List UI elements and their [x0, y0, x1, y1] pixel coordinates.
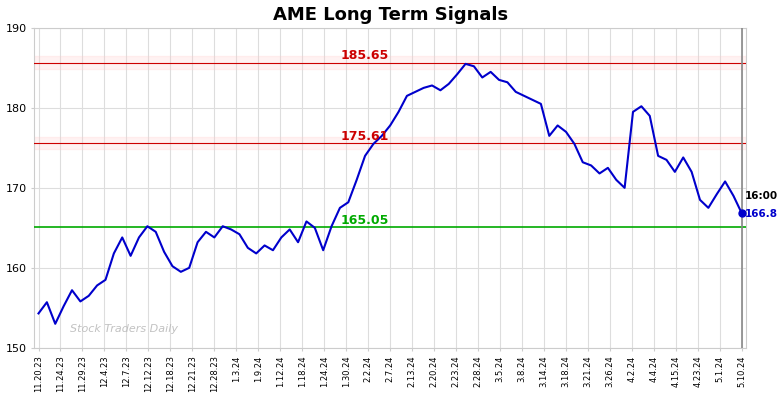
- Text: 185.65: 185.65: [341, 49, 389, 62]
- Text: 16:00: 16:00: [746, 191, 779, 201]
- Bar: [34, 56, 746, 69]
- Bar: [34, 137, 746, 149]
- Text: 166.8: 166.8: [746, 209, 779, 219]
- Text: 175.61: 175.61: [341, 130, 390, 143]
- Title: AME Long Term Signals: AME Long Term Signals: [273, 6, 508, 23]
- Text: 165.05: 165.05: [341, 214, 390, 227]
- Text: Stock Traders Daily: Stock Traders Daily: [70, 324, 178, 334]
